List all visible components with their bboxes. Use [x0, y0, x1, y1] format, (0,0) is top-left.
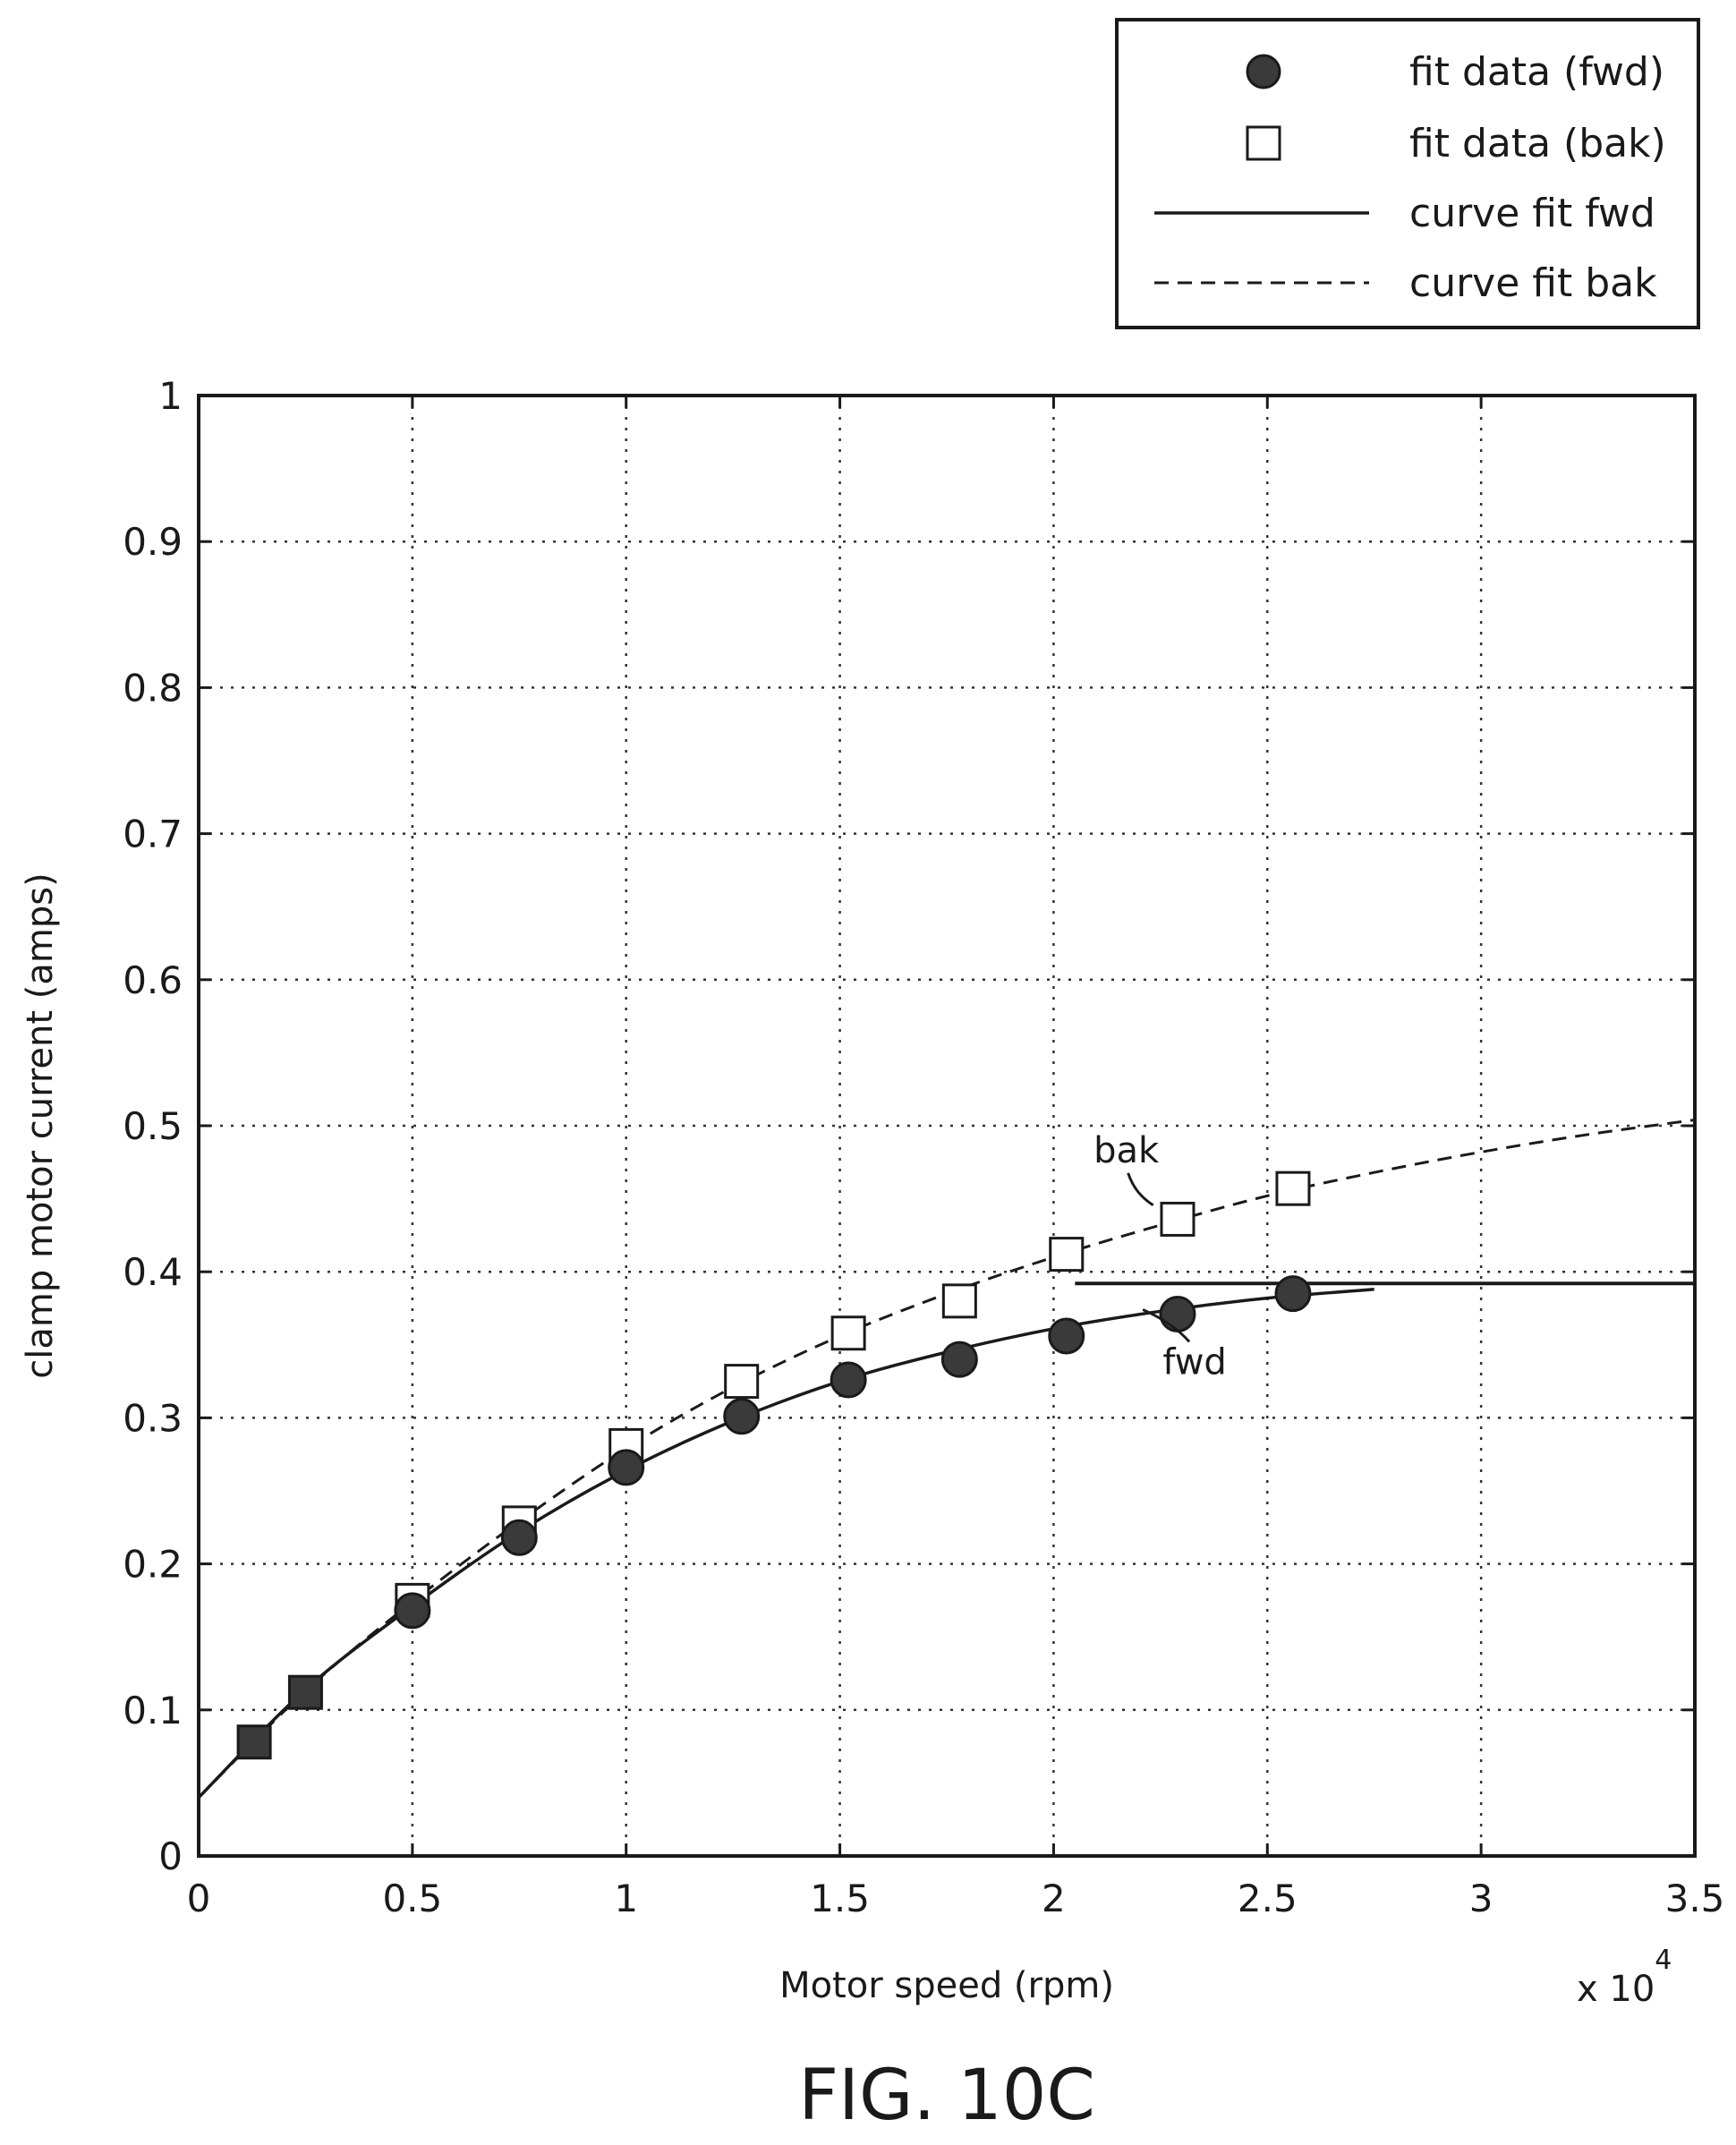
- x-tick-label: 0: [187, 1877, 211, 1920]
- bak-data-point: [1275, 1170, 1311, 1206]
- annotation-fwd: fwd: [1162, 1341, 1226, 1383]
- y-tick-label: 0.7: [123, 813, 183, 856]
- x-multiplier-base: x 10: [1577, 1969, 1655, 2010]
- grid-lines: [199, 396, 1695, 1856]
- fwd-data-point: [1274, 1275, 1312, 1313]
- x-axis-ticks: 0 0.5 1 1.5 2 2.5 3 3.5: [187, 396, 1725, 1920]
- y-tick-label: 0.8: [123, 666, 183, 710]
- fwd-data-point: [500, 1519, 538, 1556]
- y-tick-label: 0.5: [123, 1104, 183, 1148]
- x-axis-label: Motor speed (rpm): [779, 1965, 1114, 2006]
- y-tick-label: 1: [158, 374, 183, 418]
- legend-entry-bak-data: fit data (bak): [1409, 121, 1666, 166]
- fwd-data-point: [723, 1398, 761, 1435]
- fwd-data-point: [608, 1449, 645, 1486]
- legend-entry-fwd-curve: curve fit fwd: [1409, 191, 1655, 236]
- y-axis-label: clamp motor current (amps): [20, 872, 61, 1378]
- bak-data-point: [287, 1674, 323, 1710]
- x-tick-label: 3: [1469, 1877, 1493, 1920]
- annotation-leader-fwd: [1142, 1308, 1191, 1343]
- fwd-data-point: [1159, 1296, 1196, 1333]
- bak-data-point: [830, 1315, 866, 1351]
- x-tick-label: 1: [614, 1877, 638, 1920]
- fwd-data-point: [940, 1341, 978, 1378]
- y-tick-label: 0.2: [123, 1543, 183, 1587]
- x-tick-label: 0.5: [382, 1877, 442, 1920]
- bak-data-point: [724, 1364, 760, 1400]
- plot-frame: [197, 394, 1697, 1858]
- x-tick-label: 1.5: [810, 1877, 870, 1920]
- fwd-data-point: [830, 1361, 867, 1399]
- y-axis-ticks: 0 0.1 0.2 0.3 0.4 0.5 0.6 0.7 0.8 0.9 1: [123, 374, 1695, 1878]
- plot-area: 0 0.5 1 1.5 2 2.5 3 3.5 00.10.20.30.40.50.60.70…: [123, 374, 1724, 1920]
- y-tick-label: 0.1: [123, 1689, 183, 1732]
- annotation-bak: bak: [1094, 1130, 1160, 1171]
- bak-data-markers: [236, 1170, 1311, 1760]
- x-axis-multiplier: x 104: [1577, 1945, 1672, 2010]
- fwd-data-markers: [394, 1275, 1312, 1630]
- figure-caption: FIG. 10C: [798, 2056, 1095, 2136]
- bak-data-point: [236, 1724, 272, 1760]
- legend-bak-marker-icon: [1246, 125, 1281, 161]
- x-tick-label: 2: [1042, 1877, 1066, 1920]
- legend-entry-fwd-data: fit data (fwd): [1409, 49, 1664, 95]
- x-tick-label: 2.5: [1238, 1877, 1298, 1920]
- y-tick-label: 0.9: [123, 520, 183, 564]
- y-tick-label: 0.6: [123, 958, 183, 1002]
- y-tick-label: 0.3: [123, 1396, 183, 1440]
- legend: fit data (fwd) fit data (bak) curve fit …: [1115, 18, 1700, 329]
- bak-data-point: [1160, 1201, 1196, 1237]
- curve-annotations: bak fwd: [1094, 1130, 1227, 1383]
- y-tick-label: 0: [158, 1834, 183, 1878]
- bak-data-point: [1049, 1237, 1085, 1273]
- bak-data-point: [941, 1283, 977, 1319]
- y-tick-label: 0.4: [123, 1250, 183, 1294]
- x-tick-label: 3.5: [1665, 1877, 1725, 1920]
- x-multiplier-exponent: 4: [1655, 1945, 1672, 1976]
- legend-frame: [1115, 18, 1700, 329]
- fwd-data-point: [1048, 1317, 1085, 1355]
- curve-fit-bak-line: [197, 1119, 1696, 1799]
- legend-entry-bak-curve: curve fit bak: [1409, 260, 1657, 306]
- legend-fwd-marker-icon: [1246, 54, 1281, 89]
- annotation-leader-bak: [1127, 1172, 1154, 1207]
- fwd-data-point: [394, 1592, 431, 1630]
